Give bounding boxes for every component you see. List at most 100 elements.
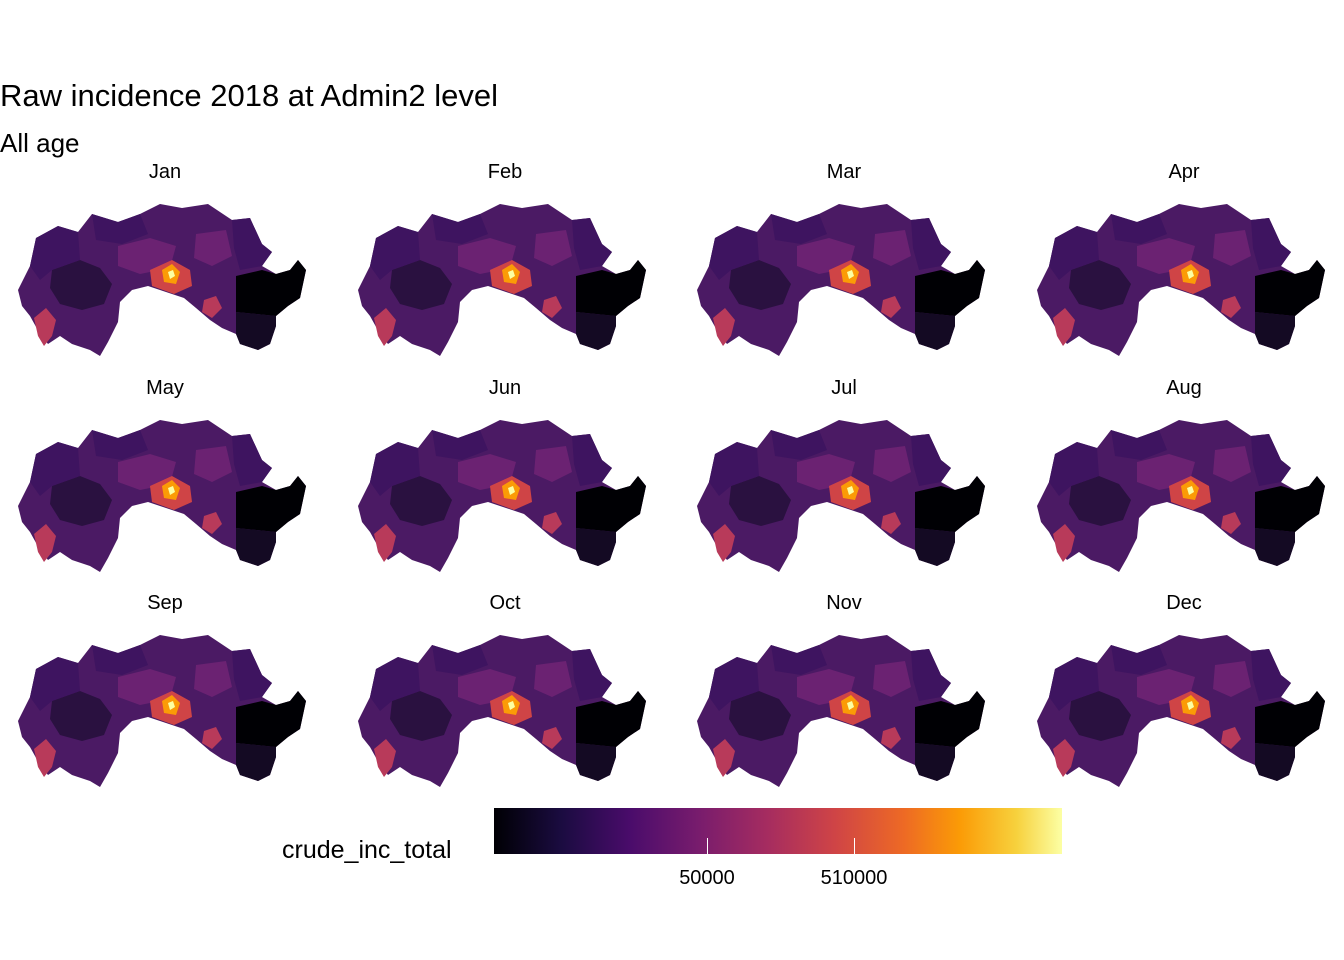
admin2-region-9 (1221, 296, 1241, 318)
facet-panel-may: May (0, 376, 330, 586)
admin2-region-3 (709, 226, 759, 280)
facet-panel-jun: Jun (340, 376, 670, 586)
admin2-region-4 (432, 645, 488, 675)
admin2-region-7 (194, 661, 232, 697)
admin2-region-4 (92, 430, 148, 460)
facet-label: Dec (1166, 592, 1202, 614)
facet-label: Feb (487, 161, 523, 183)
facet-panel-aug: Aug (1019, 376, 1344, 586)
admin2-region-9 (202, 296, 222, 318)
admin2-region-5 (911, 649, 951, 701)
admin2-region-8 (713, 308, 735, 346)
admin2-region-2 (390, 260, 452, 310)
choropleth-map (358, 635, 646, 787)
admin2-region-3 (1049, 657, 1099, 711)
chart-subtitle: All age (0, 128, 80, 158)
admin2-region-4 (92, 214, 148, 244)
choropleth-map (1037, 635, 1325, 787)
admin2-region-12 (847, 486, 854, 495)
admin2-region-0 (576, 691, 646, 747)
admin2-region-8 (374, 308, 396, 346)
admin2-region-12 (508, 701, 515, 710)
admin2-region-7 (873, 446, 911, 482)
admin2-region-5 (911, 434, 951, 486)
admin2-region-1 (1255, 312, 1295, 350)
admin2-region-2 (1069, 476, 1131, 526)
admin2-region-2 (50, 260, 112, 310)
admin2-region-0 (1255, 260, 1325, 316)
admin2-region-1 (236, 312, 276, 350)
admin2-region-3 (30, 226, 80, 280)
admin2-region-4 (771, 214, 827, 244)
admin2-region-4 (1111, 214, 1167, 244)
admin2-region-3 (1049, 442, 1099, 496)
admin2-region-4 (1111, 430, 1167, 460)
admin2-region-5 (1251, 434, 1291, 486)
facet-label: May (146, 377, 184, 399)
admin2-region-3 (30, 657, 80, 711)
admin2-region-8 (34, 524, 56, 562)
legend-tick-label: 510000 (820, 867, 888, 889)
admin2-region-0 (1255, 476, 1325, 532)
admin2-region-1 (915, 528, 955, 566)
admin2-region-7 (873, 661, 911, 697)
admin2-region-0 (915, 260, 985, 316)
admin2-region-7 (873, 230, 911, 266)
admin2-region-7 (194, 230, 232, 266)
admin2-region-9 (881, 512, 901, 534)
admin2-region-9 (202, 512, 222, 534)
admin2-region-1 (915, 312, 955, 350)
admin2-region-7 (534, 230, 572, 266)
admin2-region-0 (576, 476, 646, 532)
facet-panel-feb: Feb (340, 160, 670, 370)
admin2-region-12 (168, 701, 175, 710)
admin2-region-3 (370, 442, 420, 496)
choropleth-map (697, 420, 985, 572)
admin2-region-12 (168, 486, 175, 495)
admin2-region-7 (194, 446, 232, 482)
admin2-region-4 (432, 430, 488, 460)
admin2-region-2 (390, 691, 452, 741)
admin2-region-3 (709, 657, 759, 711)
admin2-region-9 (1221, 727, 1241, 749)
facet-panel-jul: Jul (679, 376, 1009, 586)
admin2-region-8 (1053, 524, 1075, 562)
admin2-region-9 (1221, 512, 1241, 534)
facet-label: Mar (826, 161, 862, 183)
facet-label: Nov (826, 592, 862, 614)
admin2-region-8 (34, 739, 56, 777)
admin2-region-7 (1213, 446, 1251, 482)
chart-title: Raw incidence 2018 at Admin2 level (0, 78, 499, 113)
facet-panel-oct: Oct (340, 591, 670, 801)
admin2-region-7 (1213, 661, 1251, 697)
admin2-region-8 (1053, 308, 1075, 346)
admin2-region-1 (1255, 528, 1295, 566)
admin2-region-12 (1187, 270, 1194, 279)
admin2-region-0 (915, 691, 985, 747)
legend-colorbar (494, 808, 1062, 854)
admin2-region-1 (236, 528, 276, 566)
admin2-region-5 (911, 218, 951, 270)
admin2-region-2 (50, 691, 112, 741)
facet-label: Oct (489, 592, 521, 614)
facet-label: Sep (147, 592, 183, 614)
legend-tick-label: 50000 (679, 867, 735, 889)
admin2-region-4 (771, 645, 827, 675)
admin2-region-2 (1069, 691, 1131, 741)
admin2-region-0 (1255, 691, 1325, 747)
admin2-region-9 (202, 727, 222, 749)
facet-panel-sep: Sep (0, 591, 330, 801)
legend-tick-mark (707, 838, 708, 854)
legend-tick-mark (854, 838, 855, 854)
admin2-region-12 (508, 270, 515, 279)
admin2-region-12 (1187, 701, 1194, 710)
admin2-region-12 (168, 270, 175, 279)
facet-label: Jul (831, 377, 857, 399)
admin2-region-0 (915, 476, 985, 532)
admin2-region-1 (576, 528, 616, 566)
admin2-region-9 (542, 296, 562, 318)
admin2-region-0 (236, 691, 306, 747)
admin2-region-1 (576, 312, 616, 350)
choropleth-map (18, 635, 306, 787)
admin2-region-8 (713, 524, 735, 562)
